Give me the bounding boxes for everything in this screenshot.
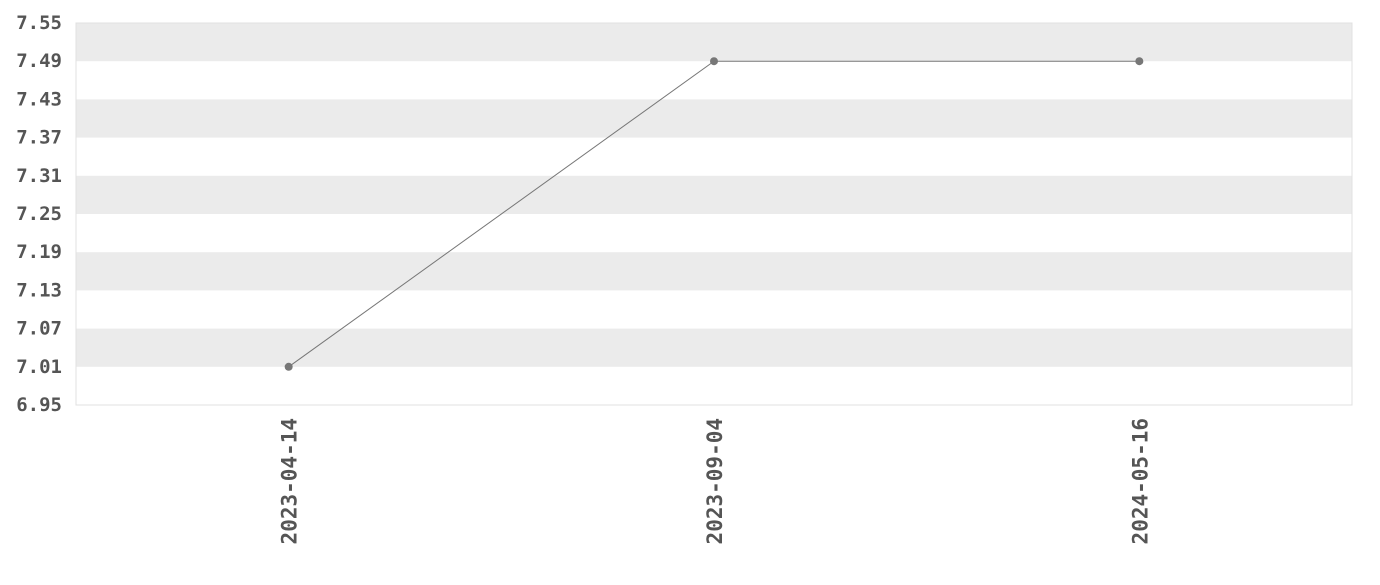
grid-band [76, 175, 1352, 214]
y-tick-label: 7.25 [16, 203, 62, 225]
data-point [710, 57, 718, 66]
y-tick-label: 7.01 [16, 356, 62, 378]
series [284, 57, 1144, 371]
grid-band [76, 328, 1352, 367]
y-tick-label: 7.13 [16, 279, 62, 301]
y-tick-label: 7.55 [16, 12, 62, 34]
x-tick-label: 2023-09-04 [703, 418, 727, 544]
y-tick-label: 7.19 [16, 241, 62, 263]
grid-band [76, 99, 1352, 138]
y-tick-label: 7.43 [16, 88, 62, 110]
y-tick-label: 7.49 [16, 50, 62, 72]
y-tick-label: 7.07 [16, 318, 62, 340]
grid-band [76, 23, 1352, 62]
grid-band [76, 252, 1352, 291]
plot-frame [75, 22, 1353, 406]
y-tick-label: 7.37 [16, 127, 62, 149]
y-axis: 6.95 7.01 7.07 7.13 7.19 7.25 7.31 7.37 7.43 7.49… [16, 12, 62, 416]
grid-bands [76, 23, 1352, 367]
data-point [1135, 57, 1144, 66]
data-point [284, 362, 293, 371]
x-axis: 2023-04-14 2023-09-04 2024-05-16 [278, 418, 1153, 544]
y-tick-label: 6.95 [16, 394, 62, 416]
x-tick-label: 2024-05-16 [1128, 418, 1152, 544]
x-tick-label: 2023-04-14 [278, 418, 302, 544]
y-tick-label: 7.31 [16, 165, 62, 187]
